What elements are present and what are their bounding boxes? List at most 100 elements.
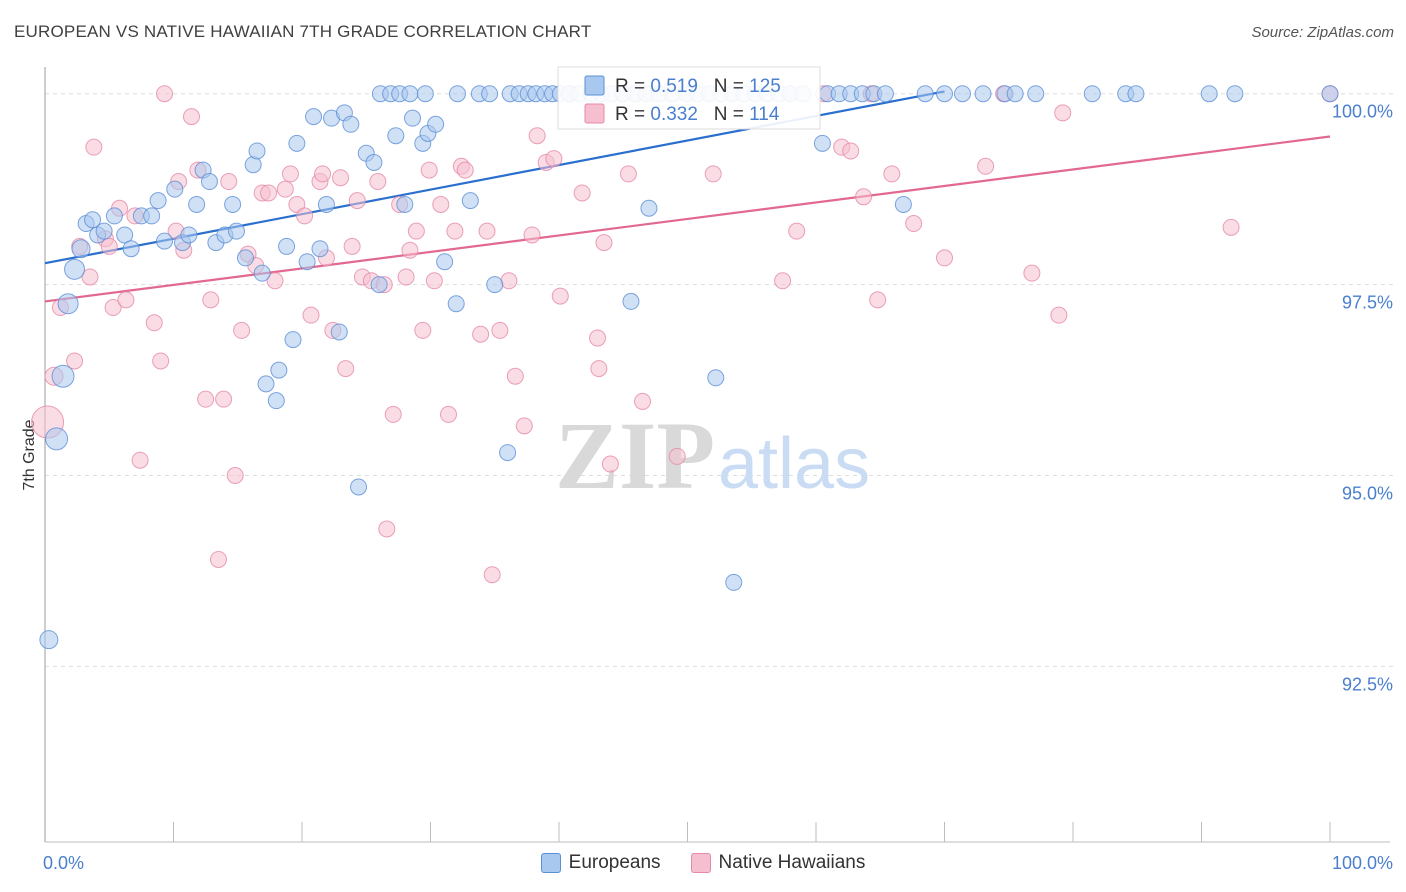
european-point-34	[278, 237, 296, 255]
n-value-0: 125	[749, 76, 781, 97]
watermark-zip: ZIP	[555, 402, 715, 509]
european-point-108	[916, 85, 934, 103]
european-point-15	[149, 192, 167, 210]
native-hawaiian-point-45	[343, 237, 361, 255]
x-ticks: 0.0% 100.0%	[43, 822, 1393, 873]
european-point-14	[143, 207, 161, 225]
native-hawaiian-point-68	[491, 321, 509, 339]
native-hawaiian-point-75	[545, 150, 563, 168]
european-point-62	[707, 369, 725, 387]
native-hawaiian-point-20	[182, 108, 200, 126]
european-point-57	[461, 192, 479, 210]
european-point-7	[84, 211, 102, 229]
european-point-71	[448, 85, 466, 103]
european-point-70	[416, 85, 434, 103]
native-hawaiian-point-65	[472, 325, 490, 343]
native-hawaiian-point-84	[634, 392, 652, 410]
native-hawaiian-point-58	[420, 161, 438, 179]
european-point-73	[481, 85, 499, 103]
european-point-10	[105, 207, 123, 225]
native-hawaiian-point-86	[704, 165, 722, 183]
european-point-31	[257, 375, 275, 393]
native-hawaiian-point-38	[302, 306, 320, 324]
native-hawaiian-point-35	[281, 165, 299, 183]
european-point-27	[236, 249, 254, 267]
european-point-9	[95, 222, 113, 240]
watermark-atlas: atlas	[718, 424, 870, 504]
european-point-19	[180, 226, 198, 244]
axes	[44, 67, 1390, 843]
european-point-59	[499, 444, 517, 462]
european-point-4	[64, 258, 86, 280]
european-point-58	[486, 276, 504, 294]
native-hawaiian-point-83	[619, 165, 637, 183]
european-point-118	[1200, 85, 1218, 103]
native-hawaiian-point-46	[348, 192, 366, 210]
european-point-119	[1226, 85, 1244, 103]
european-point-110	[953, 85, 971, 103]
x-tick-label-0: 0.0%	[43, 853, 84, 873]
native-hawaiian-point-60	[432, 195, 450, 213]
native-hawaiian-point-34	[276, 180, 294, 198]
native-hawaiian-point-72	[523, 226, 541, 244]
r-value-1: 0.332	[650, 104, 698, 125]
european-point-120	[1321, 85, 1339, 103]
european-point-61	[640, 199, 658, 217]
european-point-37	[298, 253, 316, 271]
european-point-69	[401, 85, 419, 103]
european-point-63	[725, 573, 743, 591]
native-hawaiian-point-101	[1222, 218, 1240, 236]
european-point-36	[288, 134, 306, 152]
native-hawaiian-point-93	[869, 291, 887, 309]
european-point-60	[622, 292, 640, 310]
european-point-35	[284, 331, 302, 349]
watermark: ZIP atlas	[555, 402, 870, 509]
european-point-17	[166, 180, 184, 198]
european-point-29	[248, 142, 266, 160]
native-hawaiian-point-44	[337, 360, 355, 378]
native-hawaiian-point-82	[601, 455, 619, 473]
native-hawaiian-point-37	[296, 207, 314, 225]
european-point-115	[1083, 85, 1101, 103]
stats-swatch-1	[584, 103, 605, 124]
native-hawaiian-point-5	[81, 268, 99, 286]
european-point-39	[311, 240, 329, 258]
stats-row-0: R = 0.519 N = 125	[615, 76, 781, 97]
native-hawaiian-point-32	[260, 184, 278, 202]
native-hawaiian-point-89	[788, 222, 806, 240]
native-hawaiian-point-49	[369, 173, 387, 191]
native-hawaiian-point-3	[66, 352, 84, 370]
native-hawaiian-point-79	[589, 329, 607, 347]
source-label: Source: ZipAtlas.com	[1251, 24, 1394, 41]
native-hawaiian-point-8	[100, 237, 118, 255]
european-point-109	[936, 85, 953, 103]
native-hawaiian-point-78	[573, 184, 591, 202]
native-hawaiian-point-6	[85, 138, 103, 156]
native-hawaiian-point-59	[425, 272, 443, 290]
european-point-65	[894, 195, 912, 213]
native-hawaiian-point-9	[104, 299, 122, 317]
legend-label-europeans: Europeans	[568, 852, 661, 873]
european-point-49	[387, 127, 405, 145]
native-hawaiian-point-14	[145, 314, 163, 332]
european-point-51	[404, 109, 422, 127]
y-axis-label: 7th Grade	[21, 419, 38, 490]
native-hawaiian-point-24	[209, 550, 227, 568]
native-hawaiian-point-61	[439, 405, 457, 423]
european-point-113	[1006, 85, 1024, 103]
native-hawaiian-point-80	[590, 360, 608, 378]
n-value-1: 114	[749, 104, 780, 125]
native-hawaiian-point-62	[446, 222, 464, 240]
native-hawaiian-point-73	[528, 127, 546, 145]
european-point-33	[270, 361, 288, 379]
r-label-0: R =	[615, 76, 650, 97]
r-label-1: R =	[615, 104, 650, 125]
european-point-11	[116, 226, 134, 244]
native-hawaiian-point-55	[401, 241, 419, 259]
native-hawaiian-point-16	[156, 85, 174, 103]
european-point-107	[876, 85, 894, 103]
native-hawaiian-point-13	[131, 451, 149, 469]
native-hawaiian-trend-line	[44, 135, 1331, 303]
native-hawaiian-point-28	[233, 321, 251, 339]
